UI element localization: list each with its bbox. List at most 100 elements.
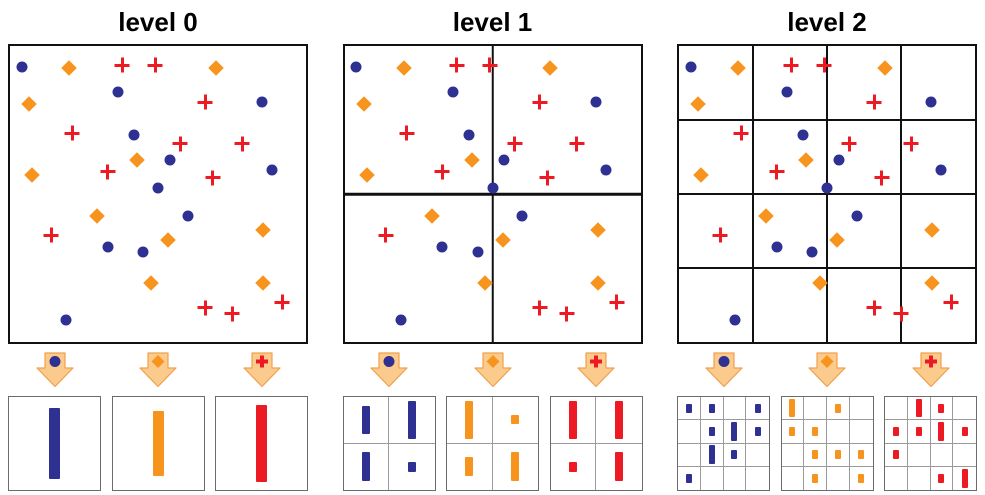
circle-marker [487,182,498,194]
diamond-arrow-icon [473,352,512,388]
arrow-row [677,344,977,396]
arrow-circle [343,351,436,389]
circle-marker [729,314,741,326]
histogram-bar [938,403,945,413]
histogram-bar [754,403,761,413]
circle-marker [256,96,268,108]
panel-gridline [900,46,902,342]
histogram-cell [849,444,873,467]
arrow-circle [677,351,770,389]
diamond-marker [355,95,372,112]
histogram-bar [812,426,819,436]
circle-marker [102,241,114,253]
circle-marker [447,86,459,98]
circle-marker [685,61,697,73]
diamond-marker [395,60,412,76]
histogram-cell [781,420,805,444]
arrow-row [8,344,308,396]
circle-marker [128,129,140,141]
panel-gridline [679,267,975,269]
histogram-cell [953,420,976,444]
circle-marker [590,96,602,108]
histogram-circle [8,396,101,491]
cross-marker [783,57,799,73]
diamond-marker [89,208,106,224]
histogram-cell [700,420,724,444]
histogram-cell [930,397,954,421]
circle-marker [164,154,176,166]
histogram-bar [754,426,761,436]
histogram-bar [568,461,577,472]
histogram-bar [812,473,819,484]
diamond-marker [142,275,159,291]
histogram-bar [49,408,60,479]
histogram-cell [678,466,701,490]
diamond-marker [463,152,480,168]
cross-marker [769,164,785,180]
histogram-bar [858,473,865,484]
cross-marker [100,164,116,180]
histogram-cell [746,444,769,467]
cross-marker [482,57,498,73]
circle-marker [137,246,149,258]
level-title: level 0 [118,7,198,37]
histogram-cell [885,443,908,467]
arrow-diamond [446,351,539,389]
cross-marker [274,294,290,310]
histogram-cell [678,443,701,467]
circle-marker [463,129,475,141]
circle-arrow-icon [704,352,743,388]
diamond-marker [61,60,77,76]
circle-marker [600,164,612,176]
diamond-marker [358,166,375,183]
diamond-marker [160,232,177,248]
diamond-marker [798,152,815,168]
diamond-marker [693,166,709,183]
histogram-cell [723,397,747,421]
diamond-arrow-icon [808,352,846,388]
cross-marker [43,227,59,243]
histogram-cell [908,466,931,490]
histogram-bar [685,403,692,413]
cross-arrow-icon [577,352,615,388]
histogram-cell [746,467,769,490]
histogram-bar [892,450,899,460]
scatter-panel [342,44,643,344]
histogram-bar [812,450,819,460]
histogram-cell [885,466,908,490]
cross-marker [841,136,857,152]
diamond-marker [24,166,40,183]
histogram-bar [361,452,370,482]
diamond-marker [495,232,511,248]
histogram-bar [708,426,715,436]
histogram-cell [907,397,931,421]
diamond-marker [207,60,224,76]
diamond-marker [690,95,707,112]
level-title: level 2 [787,7,867,37]
histogram-cell [827,443,850,467]
histogram-cell [930,420,954,444]
diamond-marker [255,275,271,291]
diamond-arrow-icon [139,352,177,388]
histogram-cell [700,443,724,467]
histogram-cell [953,467,976,490]
cross-arrow-icon [242,352,281,388]
circle-marker [935,164,947,176]
histogram-cell [447,397,493,444]
cross-marker [712,227,728,243]
histogram-bar [858,450,865,460]
level-column-0: level 0 [8,6,308,491]
histogram-cross [215,396,308,491]
histogram-row [342,396,643,491]
histogram-bar [915,398,922,418]
histogram-circle [677,396,770,491]
level-title: level 1 [452,7,533,37]
histogram-bar [708,445,715,464]
arrow-circle [8,351,101,389]
histogram-bar [256,404,267,483]
histogram-cell [113,397,204,490]
histogram-cell [596,444,642,491]
cross-marker [532,300,548,316]
histogram-cell [723,420,747,444]
circle-marker [925,96,937,108]
